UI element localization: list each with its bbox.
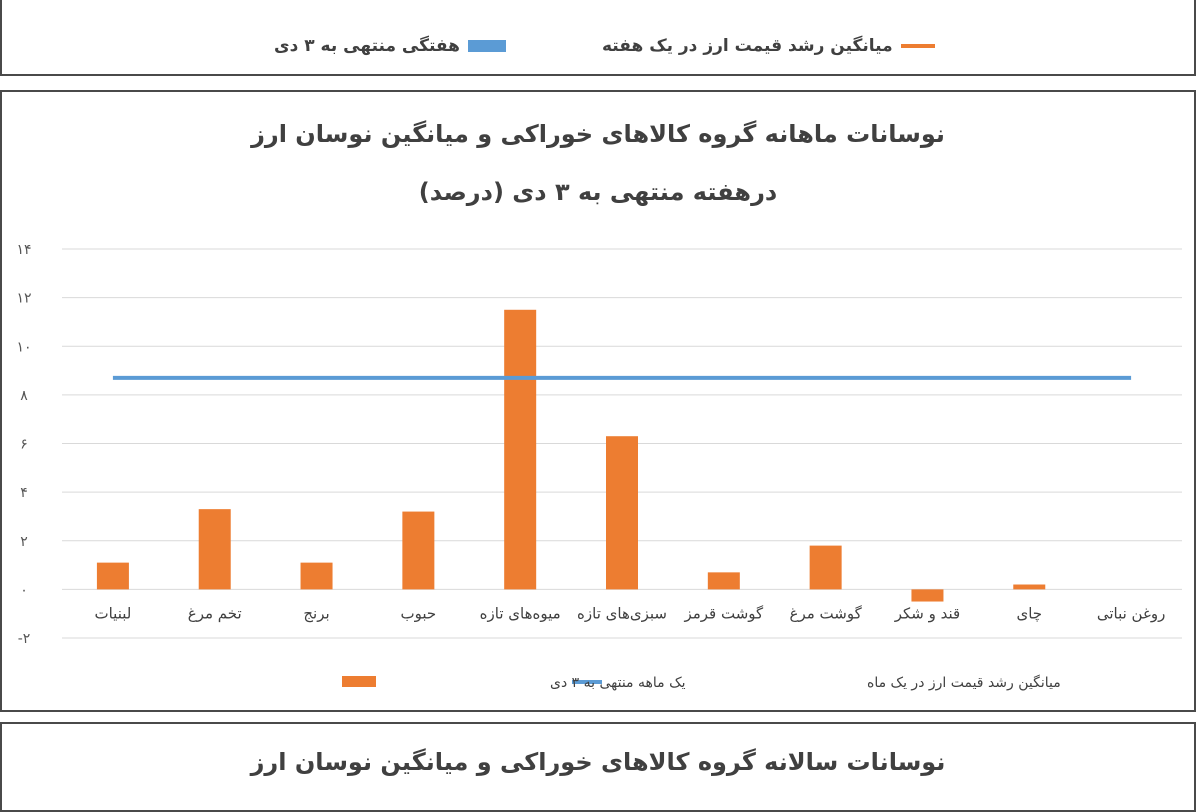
bar — [1013, 584, 1046, 590]
y-tick-label: -۲ — [18, 631, 31, 647]
bar — [809, 545, 842, 590]
y-tick-label: ۲ — [20, 534, 28, 550]
legend-item-weekly-currency: میانگین رشد قیمت ارز در یک هفته — [602, 36, 935, 56]
bar — [707, 572, 740, 590]
category-label: تخم مرغ — [188, 605, 242, 623]
legend-item-weekly-food: هفتگی منتهی به ۳ دی — [274, 36, 506, 56]
category-label: سبزی‌های تازه — [577, 605, 667, 623]
legend-line-label: میانگین رشد قیمت ارز در یک ماه — [867, 674, 1061, 691]
bar — [911, 589, 944, 602]
monthly-chart-panel: نوسانات ماهانه گروه کالاهای خوراکی و میا… — [0, 90, 1196, 712]
legend-bar-label: یک ماهه منتهی به ۳ دی — [550, 675, 686, 691]
bar — [300, 562, 333, 590]
category-label: قند و شکر — [894, 605, 960, 623]
category-label: میوه‌های تازه — [480, 605, 561, 623]
chart-subtitle: درهفته منتهی به ۳ دی (درصد) — [418, 178, 778, 206]
category-label: گوشت مرغ — [790, 605, 863, 623]
chart-plot: -۲ ۰ ۲ ۴ ۶ ۸ ۱۰ ۱۲ ۱۴ لبنیات تخم مرغ برنج حبوب میوه‌ه… — [16, 242, 1182, 691]
y-tick-label: ۴ — [20, 485, 28, 501]
category-label: برنج — [303, 605, 329, 623]
category-label: روغن نباتی — [1097, 605, 1165, 623]
legend-label: میانگین رشد قیمت ارز در یک هفته — [602, 36, 893, 56]
bar — [504, 309, 537, 590]
bar — [96, 562, 129, 590]
y-tick-label: ۱۰ — [16, 339, 31, 355]
legend-line-swatch — [900, 44, 935, 48]
previous-chart-legend: میانگین رشد قیمت ارز در یک هفته هفتگی من… — [2, 36, 1194, 66]
previous-chart-panel: میانگین رشد قیمت ارز در یک هفته هفتگی من… — [0, 0, 1196, 76]
legend-box-swatch — [467, 40, 506, 52]
legend-bar-swatch — [342, 676, 376, 687]
legend-label: هفتگی منتهی به ۳ دی — [274, 36, 460, 56]
category-label: لبنیات — [94, 605, 131, 623]
y-tick-label: ۱۲ — [16, 291, 31, 307]
yearly-chart-title: نوسانات سالانه گروه کالاهای خوراکی و میا… — [250, 748, 946, 776]
bar — [402, 511, 435, 590]
y-tick-label: ۸ — [20, 388, 28, 404]
y-tick-label: ۶ — [20, 437, 28, 453]
bar — [198, 509, 231, 590]
y-tick-label: ۰ — [20, 582, 28, 598]
bar — [606, 436, 638, 590]
y-tick-label: ۱۴ — [16, 242, 31, 258]
yearly-chart-panel: نوسانات سالانه گروه کالاهای خوراکی و میا… — [0, 722, 1196, 812]
chart-title: نوسانات ماهانه گروه کالاهای خوراکی و میا… — [251, 120, 945, 148]
category-label: گوشت قرمز — [683, 605, 764, 623]
category-label: حبوب — [401, 605, 437, 623]
category-label: چای — [1016, 605, 1042, 623]
